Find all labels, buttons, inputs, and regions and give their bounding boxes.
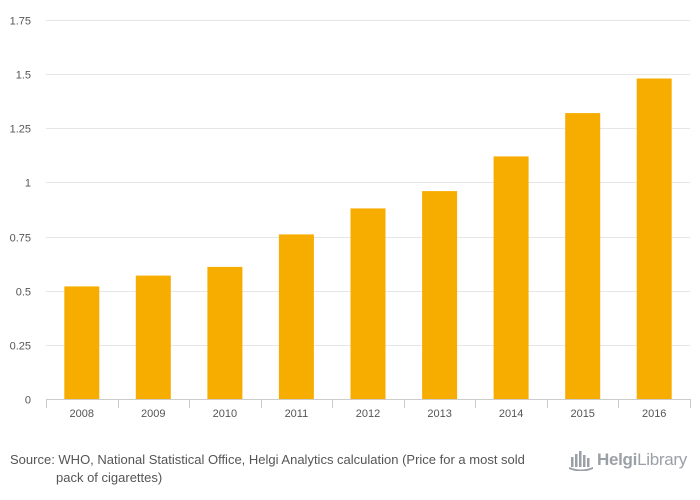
bar-2014 — [493, 156, 529, 399]
y-tick-label: 0.25 — [10, 341, 31, 353]
x-tick-label: 2012 — [356, 408, 380, 420]
source-note: Source: WHO, National Statistical Office… — [10, 452, 525, 485]
helgi-library-logo: HelgiLibrary — [568, 447, 687, 473]
bar-2016 — [636, 78, 672, 399]
bar-2008 — [64, 286, 100, 399]
y-tick-label: 1.5 — [16, 70, 31, 82]
tick-labels: 0 0.25 0.5 0.75 1 1.25 1.5 1.75 2008 2009 2010 2011… — [10, 16, 667, 421]
x-tick-label: 2016 — [642, 408, 666, 420]
y-tick-label: 0.75 — [10, 233, 31, 245]
bar-chart: 0 0.25 0.5 0.75 1 1.25 1.5 1.75 2008 2009 2010 2011… — [10, 16, 691, 421]
y-tick-label: 0.5 — [16, 287, 31, 299]
bars — [64, 78, 672, 399]
x-tick-label: 2008 — [70, 408, 94, 420]
bar-2015 — [565, 113, 601, 399]
chart-area: 0 0.25 0.5 0.75 1 1.25 1.5 1.75 2008 2009 2010 2011… — [10, 16, 691, 421]
x-tick-label: 2009 — [141, 408, 165, 420]
x-axis — [46, 399, 691, 408]
x-tick-label: 2011 — [285, 408, 309, 420]
bar-2011 — [278, 234, 314, 399]
bar-2009 — [135, 275, 171, 399]
x-tick-label: 2014 — [499, 408, 523, 420]
y-tick-label: 1 — [25, 178, 31, 190]
logo-text: HelgiLibrary — [597, 450, 687, 469]
bar-2013 — [422, 191, 458, 399]
x-tick-label: 2013 — [427, 408, 451, 420]
bar-2012 — [350, 208, 386, 399]
x-tick-label: 2010 — [213, 408, 237, 420]
y-tick-label: 1.25 — [10, 124, 31, 136]
y-tick-label: 0 — [25, 395, 31, 407]
bar-2010 — [207, 266, 243, 399]
helgi-library-logo-icon — [569, 451, 593, 471]
x-tick-label: 2015 — [570, 408, 594, 420]
y-tick-label: 1.75 — [10, 16, 31, 28]
